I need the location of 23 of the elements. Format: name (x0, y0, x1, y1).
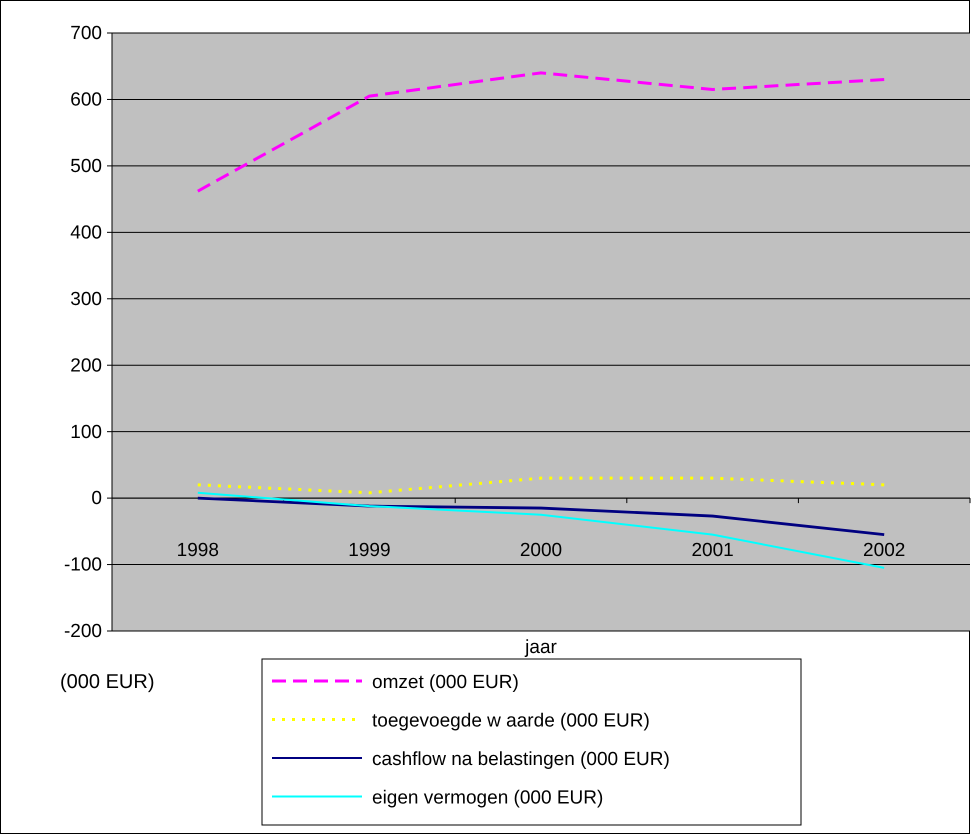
line-series (196, 71, 886, 193)
y-tick-label: 400 (70, 222, 102, 244)
y-tick-label: 300 (70, 288, 102, 310)
y-tick-label: 700 (70, 23, 102, 44)
x-tick-label: 1999 (348, 540, 391, 562)
y-tick-label: 0 (91, 488, 102, 510)
legend-label: eigen vermogen (000 EUR) (372, 788, 604, 808)
y-tick-label: 600 (70, 90, 102, 111)
x-tick-label: 2000 (520, 540, 562, 562)
legend-label: omzet (000 EUR) (372, 672, 519, 693)
line-series (196, 496, 886, 536)
y-tick-label: 100 (70, 422, 102, 443)
x-tick-label: 2002 (863, 540, 906, 562)
y-tick-label: -100 (64, 554, 102, 576)
legend-label: cashflow na belastingen (000 EUR) (372, 749, 670, 770)
y-tick-label: 500 (70, 156, 102, 177)
x-tick-label: 1998 (176, 540, 219, 562)
x-tick-label: 2001 (691, 540, 734, 562)
y-tick-label: -200 (64, 621, 102, 642)
y-tick-label: 200 (70, 355, 102, 376)
x-axis-title: jaar (524, 637, 558, 658)
text: (000 EUR) (60, 671, 154, 693)
legend-label: toegevoegde w aarde (000 EUR) (372, 710, 650, 732)
